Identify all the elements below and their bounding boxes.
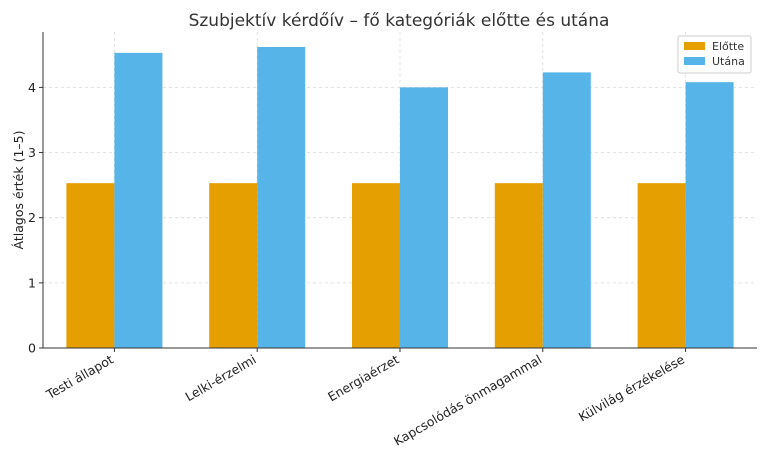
legend-swatch (684, 57, 705, 65)
y-tick-label: 1 (28, 275, 36, 290)
x-tick-label: Lelki-érzelmi (182, 352, 258, 405)
bar-elotte (352, 183, 400, 348)
legend-label: Utána (712, 55, 745, 68)
bar-utana (542, 72, 591, 348)
y-tick-label: 2 (28, 210, 36, 225)
legend-swatch (684, 42, 705, 50)
y-tick-label: 4 (28, 80, 36, 95)
y-tick-label: 3 (28, 145, 36, 160)
x-tick-label: Testi állapot (43, 352, 116, 403)
bar-utana (400, 87, 448, 349)
y-ticks: 0 1 2 3 4 (28, 80, 43, 356)
chart-title: Szubjektív kérdőív – fő kategóriák előtt… (189, 11, 610, 31)
x-tick-label: Energiaérzet (325, 352, 401, 405)
bar-elotte (209, 183, 258, 348)
bar-elotte (66, 183, 115, 348)
bar-utana (114, 52, 163, 348)
x-tick-label: Külvilág érzékelése (576, 351, 688, 424)
legend-label: Előtte (712, 40, 744, 53)
bar-elotte (494, 183, 543, 348)
y-axis-label: Átlagos érték (1–5) (11, 131, 26, 250)
bars (66, 46, 734, 349)
x-tick-label: Kapcsolódás önmagammal (391, 352, 544, 449)
y-tick-label: 0 (28, 341, 36, 356)
bar-utana (257, 46, 306, 348)
bar-elotte (637, 183, 686, 348)
x-ticks: Testi állapot Lelki-érzelmi EnergiaérzetKa… (43, 348, 688, 449)
legend: Előtte Utána (677, 35, 752, 74)
bar-utana (685, 82, 734, 349)
